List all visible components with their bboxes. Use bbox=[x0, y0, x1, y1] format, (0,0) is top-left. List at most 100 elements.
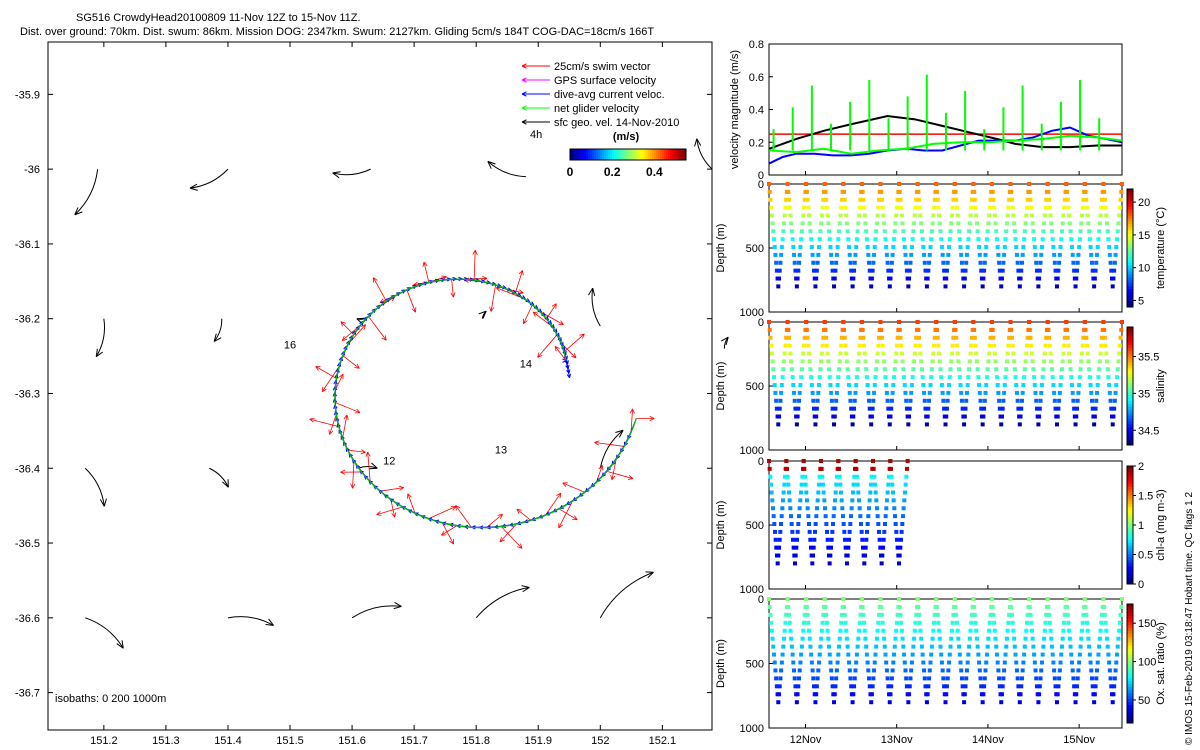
salinity-plot-sample bbox=[772, 383, 777, 388]
temperature-plot-sample bbox=[966, 237, 971, 242]
salinity-plot-sample bbox=[862, 343, 867, 348]
current-vector-head bbox=[552, 324, 555, 329]
temperature-plot-sample bbox=[843, 205, 848, 210]
geo-velocity-vector-head bbox=[332, 172, 340, 179]
geo-velocity-vector-head bbox=[121, 640, 124, 649]
temperature-plot-sample bbox=[1106, 237, 1111, 242]
salinity-plot-sample bbox=[874, 359, 879, 364]
geo-velocity-vector-head bbox=[487, 161, 492, 169]
oxygen-plot-sample bbox=[930, 636, 935, 641]
temperature-plot-sample bbox=[1059, 229, 1064, 234]
salinity-plot-sample bbox=[884, 383, 889, 388]
salinity-plot-sample bbox=[773, 390, 778, 395]
oxygen-plot-sample bbox=[830, 684, 835, 689]
salinity-plot-sample bbox=[1002, 390, 1007, 395]
salinity-plot-sample bbox=[856, 359, 861, 364]
temperature-plot-sample bbox=[967, 221, 972, 226]
oxygen-plot-sample bbox=[1006, 620, 1011, 625]
swim-vector-head bbox=[343, 414, 348, 420]
oxygen-plot-sample bbox=[924, 700, 929, 705]
salinity-plot-sample bbox=[851, 414, 856, 419]
swim-vector-head bbox=[627, 478, 633, 480]
map-title: SG516 CrowdyHead20100809 11-Nov 12Z to 1… bbox=[76, 12, 361, 24]
oxygen-plot-sample bbox=[932, 620, 937, 625]
oxygen-plot-colorbar-cell bbox=[1127, 657, 1133, 662]
oxygen-plot-sample bbox=[770, 636, 775, 641]
chla-plot-sample bbox=[852, 474, 857, 479]
temperature-plot-sample bbox=[973, 205, 978, 210]
temperature-plot-sample bbox=[925, 276, 930, 281]
salinity-plot-sample bbox=[987, 351, 992, 356]
salinity-plot-sample bbox=[1002, 383, 1007, 388]
oxygen-plot-sample bbox=[937, 636, 942, 641]
swim-vector bbox=[554, 346, 567, 361]
temperature-plot-sample bbox=[1017, 284, 1022, 289]
salinity-plot-sample bbox=[1022, 375, 1027, 380]
salinity-plot-sample bbox=[943, 422, 948, 427]
chla-plot-colorbar-ticklabel: 1 bbox=[1138, 520, 1144, 532]
temperature-plot-sample bbox=[878, 182, 883, 186]
oxygen-plot-sample bbox=[862, 620, 867, 625]
swim-vector-head bbox=[441, 534, 447, 536]
oxygen-plot-sample bbox=[1010, 620, 1015, 625]
chla-plot-colorbar-cell bbox=[1127, 471, 1133, 476]
oxygen-plot-sample bbox=[1106, 652, 1111, 657]
salinity-plot-sample bbox=[1021, 383, 1026, 388]
oxygen-plot-sample bbox=[964, 668, 969, 673]
swim-vector bbox=[315, 366, 337, 379]
salinity-plot-sample bbox=[792, 390, 797, 395]
oxygen-plot-sample bbox=[962, 700, 967, 705]
chla-plot-sample bbox=[789, 522, 794, 527]
salinity-plot-sample bbox=[898, 335, 903, 340]
temperature-plot-sample bbox=[798, 245, 803, 250]
salinity-plot-sample bbox=[804, 320, 809, 324]
temperature-plot-sample bbox=[787, 197, 792, 202]
salinity-plot-sample bbox=[789, 367, 794, 372]
oxygen-plot-sample bbox=[1090, 684, 1095, 689]
map-frame bbox=[47, 41, 713, 731]
oxygen-plot-sample bbox=[811, 676, 816, 681]
temperature-plot-sample bbox=[931, 213, 936, 218]
oxygen-plot-sample bbox=[1030, 636, 1035, 641]
temperature-plot-sample bbox=[796, 268, 801, 273]
temperature-plot-sample bbox=[767, 189, 772, 194]
oxygen-plot-sample bbox=[899, 628, 904, 633]
salinity-plot-sample bbox=[935, 335, 940, 340]
salinity-plot-colorbar-cell bbox=[1127, 427, 1133, 431]
temperature-plot-sample bbox=[938, 229, 943, 234]
temperature-plot-sample bbox=[974, 221, 979, 226]
temperature-plot-sample bbox=[1102, 189, 1107, 194]
chla-plot-sample bbox=[841, 522, 846, 527]
oxygen-plot-sample bbox=[1059, 644, 1064, 649]
oxygen-plot-colorbar-cell bbox=[1127, 606, 1133, 611]
salinity-plot-sample bbox=[994, 367, 999, 372]
oxygen-plot-sample bbox=[1039, 668, 1044, 673]
chla-plot-sample bbox=[858, 522, 863, 527]
oxygen-plot-colorbar-cell bbox=[1127, 699, 1133, 703]
temperature-plot-sample bbox=[1018, 276, 1023, 281]
temperature-plot-sample bbox=[992, 213, 997, 218]
temperature-plot-sample bbox=[772, 245, 777, 250]
oxygen-plot-sample bbox=[799, 652, 804, 657]
oxygen-plot-sample bbox=[908, 676, 913, 681]
salinity-plot-sample bbox=[937, 359, 942, 364]
oxygen-plot-sample bbox=[851, 692, 856, 697]
oxygen-plot-sample bbox=[1031, 644, 1036, 649]
salinity-plot-sample bbox=[899, 343, 904, 348]
salinity-plot-sample bbox=[853, 390, 858, 395]
temperature-plot-sample bbox=[1112, 260, 1117, 265]
chla-plot-sample bbox=[818, 459, 823, 463]
salinity-plot-sample bbox=[1111, 414, 1116, 419]
temperature-plot-sample bbox=[934, 189, 939, 194]
temperature-plot-sample bbox=[932, 197, 937, 202]
chla-plot-sample bbox=[858, 514, 863, 519]
oxygen-plot-sample bbox=[806, 620, 811, 625]
oxygen-plot-sample bbox=[793, 684, 798, 689]
legend-arrow-head bbox=[521, 63, 527, 67]
map-ytick-label: -36.2 bbox=[15, 314, 40, 326]
oxygen-plot-sample bbox=[869, 700, 874, 705]
salinity-plot-sample bbox=[888, 414, 893, 419]
temperature-plot-sample bbox=[822, 182, 827, 186]
oxygen-plot-sample bbox=[832, 692, 837, 697]
